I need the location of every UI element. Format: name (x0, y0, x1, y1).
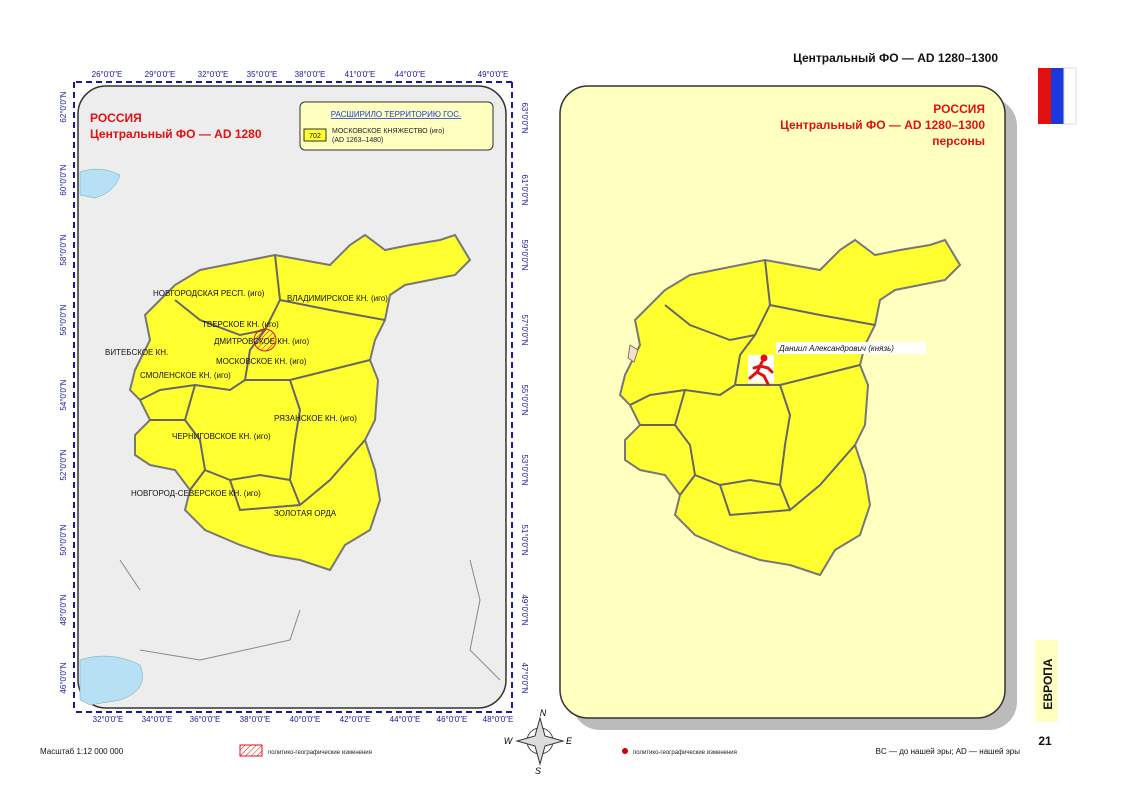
region-label: ЧЕРНИГОВСКОЕ КН. (иго) (172, 432, 271, 441)
person-icon (748, 354, 774, 386)
axis-label: 57°0'0"N (520, 314, 529, 345)
axis-label: 38°0'0"E (295, 70, 326, 79)
map-title: РОССИЯ (933, 102, 985, 116)
axis-label: 29°0'0"E (145, 70, 176, 79)
region-label: РЯЗАНСКОЕ КН. (иго) (274, 414, 357, 423)
footer-legend: политико-географические изменения (268, 750, 372, 756)
map-subject: персоны (932, 134, 985, 148)
axis-label: 53°0'0"N (520, 454, 529, 485)
compass-letter: W (504, 736, 514, 746)
axis-label: 32°0'0"E (198, 70, 229, 79)
axis-label: 26°0'0"E (92, 70, 123, 79)
left-map: РОССИЯ Центральный ФО — AD 1280 РАСШИРИЛ… (73, 81, 513, 713)
axis-label: 54°0'0"N (59, 379, 68, 410)
axis-label: 63°0'0"N (520, 102, 529, 133)
axis-label: 46°0'0"E (437, 715, 468, 724)
compass-letter: N (540, 708, 547, 718)
page-header: Центральный ФО — AD 1280–1300 (793, 51, 998, 65)
legend-period: (AD 1263–1480) (332, 137, 383, 144)
axis-label: 42°0'0"E (340, 715, 371, 724)
axis-label: 55°0'0"N (520, 384, 529, 415)
axis-label: 46°0'0"N (59, 662, 68, 693)
axis-label: 34°0'0"E (142, 715, 173, 724)
section-label: ЕВРОПА (1041, 658, 1055, 709)
axis-label: 62°0'0"N (59, 91, 68, 122)
axis-label: 48°0'0"N (59, 594, 68, 625)
axis-label: 41°0'0"E (345, 70, 376, 79)
footer-legend: политико-географические изменения (633, 750, 737, 756)
axis-label: 35°0'0"E (247, 70, 278, 79)
region-label: МОСКОВСКОЕ КН. (иго) (216, 357, 307, 366)
legend-dot (622, 748, 628, 754)
axis-label: 58°0'0"N (59, 234, 68, 265)
flag (1038, 67, 1077, 125)
map-title: РОССИЯ (90, 111, 142, 125)
axis-label: 56°0'0"N (59, 304, 68, 335)
person-label: Даниил Александрович (князь) (778, 344, 894, 353)
region-label: ДМИТРОВСКОЕ КН. (иго) (214, 337, 310, 346)
region-label: НОВГОРОДСКАЯ РЕСП. (иго) (153, 289, 265, 298)
compass-letter: S (535, 766, 541, 776)
region-label: ЗОЛОТАЯ ОРДА (274, 509, 337, 518)
region-label: СМОЛЕНСКОЕ КН. (иго) (140, 371, 231, 380)
axis-label: 40°0'0"E (290, 715, 321, 724)
legend-code: 702 (309, 133, 321, 140)
axis-label: 44°0'0"E (395, 70, 426, 79)
region-label: ТВЕРСКОЕ КН. (иго) (202, 320, 279, 329)
map-subtitle: Центральный ФО — AD 1280 (90, 127, 262, 141)
region-label: ВИТЕБСКОЕ КН. (105, 348, 168, 357)
footer-note: BC — до нашей эры; AD — нашей эры (876, 747, 1021, 756)
axis-label: 32°0'0"E (93, 715, 124, 724)
map-subtitle: Центральный ФО — AD 1280–1300 (780, 118, 985, 132)
axis-label: 61°0'0"N (520, 174, 529, 205)
axis-label: 48°0'0"E (483, 715, 514, 724)
axis-label: 47°0'0"N (520, 662, 529, 693)
page-number: 21 (1038, 734, 1052, 748)
compass-letter: E (566, 736, 573, 746)
legend-swatch (239, 744, 263, 757)
axis-label: 49°0'0"N (520, 594, 529, 625)
axis-label: 44°0'0"E (390, 715, 421, 724)
map-labels: НОВГОРОДСКАЯ РЕСП. (иго) ВЛАДИМИРСКОЕ КН.… (105, 289, 388, 518)
region-label: НОВГОРОД-СЕВЕРСКОЕ КН. (иго) (131, 489, 261, 498)
axis-label: 49°0'0"E (478, 70, 509, 79)
scale: Масштаб 1:12 000 000 (40, 747, 124, 756)
axis-label: 36°0'0"E (190, 715, 221, 724)
axis-label: 50°0'0"N (59, 524, 68, 555)
axis-label: 38°0'0"E (240, 715, 271, 724)
axis-label: 52°0'0"N (59, 449, 68, 480)
right-map: РОССИЯ Центральный ФО — AD 1280–1300 пер… (559, 85, 1017, 730)
axis-label: 60°0'0"N (59, 164, 68, 195)
region-label: ВЛАДИМИРСКОЕ КН. (иго) (287, 294, 388, 303)
legend-entity: МОСКОВСКОЕ КНЯЖЕСТВО (иго) (332, 128, 444, 135)
legend-heading: РАСШИРИЛО ТЕРРИТОРИЮ ГОС. (331, 110, 462, 119)
compass: N W E S (504, 708, 573, 776)
axis-label: 51°0'0"N (520, 524, 529, 555)
axis-label: 59°0'0"N (520, 239, 529, 270)
section-tab (1035, 640, 1058, 722)
